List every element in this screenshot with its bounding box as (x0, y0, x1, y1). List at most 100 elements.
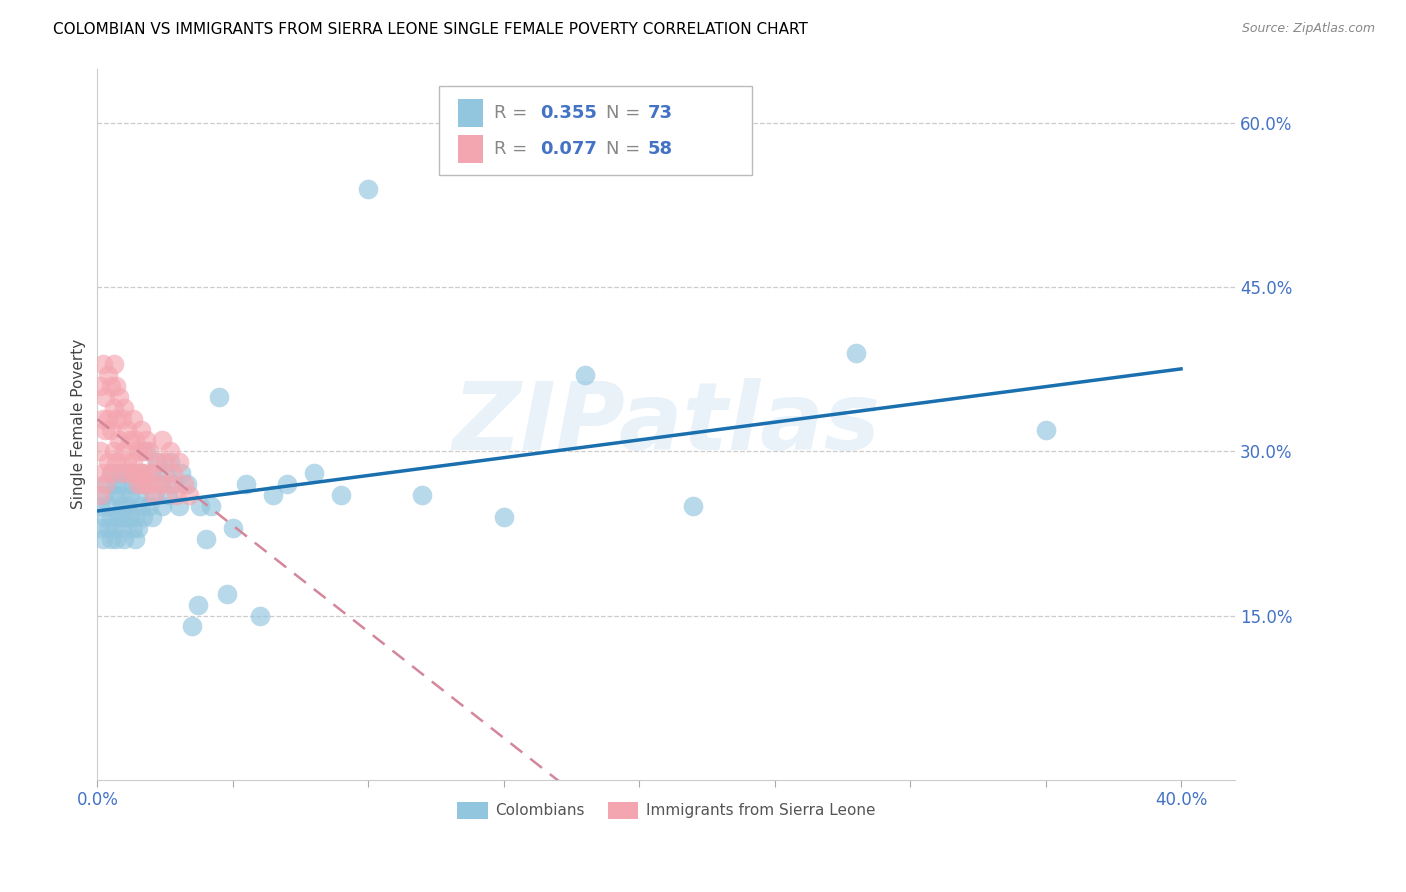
Text: Source: ZipAtlas.com: Source: ZipAtlas.com (1241, 22, 1375, 36)
Point (249, 608, 271, 623)
Point (89, 499, 111, 513)
Point (118, 510, 141, 524)
Text: 58: 58 (648, 140, 673, 158)
Point (115, 499, 138, 513)
Point (124, 532, 146, 546)
Point (124, 434, 146, 448)
Point (141, 467, 163, 481)
Point (100, 378, 122, 392)
Point (132, 477, 155, 491)
Point (138, 477, 160, 491)
Point (179, 488, 201, 502)
Point (124, 510, 146, 524)
Y-axis label: Single Female Poverty: Single Female Poverty (72, 339, 86, 509)
Point (208, 390, 231, 404)
Text: R =: R = (495, 103, 533, 121)
Point (146, 455, 169, 469)
Point (118, 467, 141, 481)
Point (129, 423, 152, 437)
Point (103, 444, 125, 458)
Point (94, 510, 117, 524)
Point (114, 477, 136, 491)
Point (150, 434, 173, 448)
Point (135, 434, 157, 448)
Point (187, 598, 209, 612)
Point (682, 499, 704, 513)
Point (103, 401, 125, 415)
Point (138, 499, 160, 513)
Point (91, 467, 114, 481)
Point (162, 467, 184, 481)
Point (115, 423, 138, 437)
Point (411, 488, 433, 502)
Point (188, 499, 211, 513)
Point (200, 499, 222, 513)
Point (111, 521, 134, 535)
Point (129, 467, 152, 481)
Point (94, 423, 117, 437)
Point (132, 477, 155, 491)
Point (100, 423, 122, 437)
Point (91, 411, 114, 425)
Point (146, 455, 169, 469)
Point (149, 477, 172, 491)
Point (114, 401, 136, 415)
Point (114, 532, 136, 546)
Point (94, 477, 117, 491)
Text: 0.355: 0.355 (540, 103, 598, 121)
Point (127, 521, 149, 535)
Point (129, 499, 152, 513)
Point (105, 532, 128, 546)
Point (132, 510, 155, 524)
Point (103, 357, 125, 371)
Point (1035, 423, 1057, 437)
Point (108, 510, 131, 524)
Point (153, 455, 176, 469)
Point (108, 488, 131, 502)
Point (167, 455, 190, 469)
Point (153, 467, 176, 481)
Point (217, 587, 239, 601)
Point (357, 182, 380, 196)
Point (114, 510, 136, 524)
Text: N =: N = (606, 103, 645, 121)
Point (89, 378, 111, 392)
Point (276, 477, 298, 491)
Point (262, 488, 284, 502)
Point (159, 455, 181, 469)
Point (111, 411, 134, 425)
Text: 73: 73 (648, 103, 673, 121)
Point (89, 444, 111, 458)
Text: ZIPatlas: ZIPatlas (453, 378, 880, 470)
Point (127, 488, 149, 502)
Point (108, 467, 131, 481)
Point (132, 444, 155, 458)
Point (103, 488, 125, 502)
Point (194, 532, 217, 546)
Point (167, 499, 190, 513)
Point (91, 532, 114, 546)
Point (105, 411, 128, 425)
Point (100, 532, 122, 546)
Point (111, 499, 134, 513)
Point (235, 477, 257, 491)
Point (97, 411, 120, 425)
Point (97, 455, 120, 469)
Point (121, 521, 143, 535)
Point (127, 444, 149, 458)
Point (845, 346, 868, 360)
Bar (458, 98, 484, 127)
Point (121, 411, 143, 425)
Point (100, 467, 122, 481)
Point (124, 467, 146, 481)
Point (162, 477, 184, 491)
Point (89, 488, 111, 502)
Text: COLOMBIAN VS IMMIGRANTS FROM SIERRA LEONE SINGLE FEMALE POVERTY CORRELATION CHAR: COLOMBIAN VS IMMIGRANTS FROM SIERRA LEON… (53, 22, 808, 37)
Point (105, 477, 128, 491)
Point (165, 488, 187, 502)
Point (127, 477, 149, 491)
Point (149, 477, 172, 491)
Point (173, 477, 195, 491)
Point (111, 467, 134, 481)
Point (115, 467, 138, 481)
